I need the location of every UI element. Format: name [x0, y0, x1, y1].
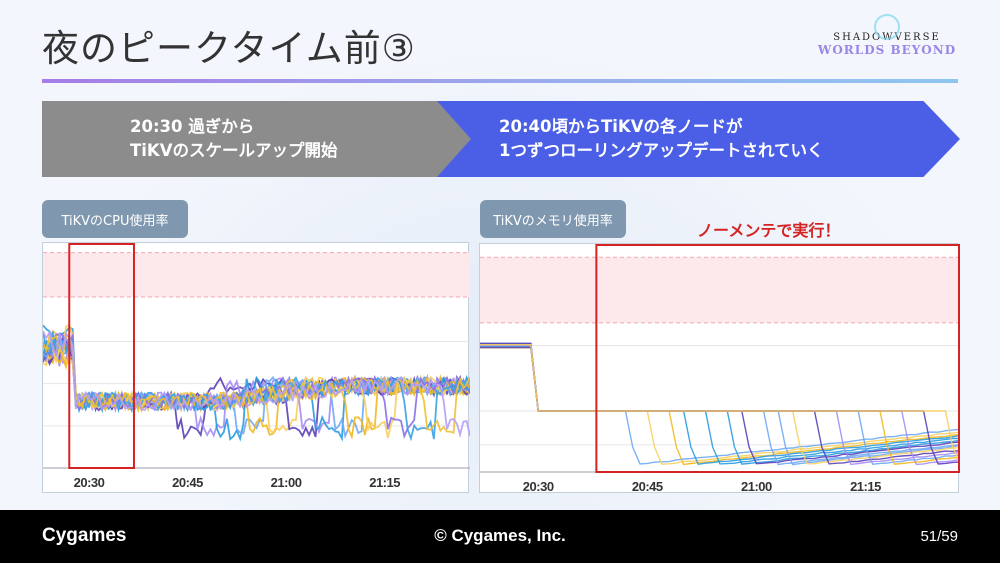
slide-title: 夜のピークタイム前③ — [42, 27, 416, 70]
memory-chart-label: TiKVのメモリ使用率 — [480, 200, 626, 238]
series-line-2 — [480, 346, 960, 465]
logo-emblem-icon — [874, 14, 900, 40]
x-tick-label: 21:00 — [741, 479, 772, 494]
x-tick-label: 20:45 — [632, 479, 663, 494]
threshold-band — [480, 257, 960, 323]
step-2-line2: 1つずつローリングアップデートされていく — [499, 141, 824, 160]
x-tick-label: 21:00 — [271, 475, 302, 490]
x-tick-label: 20:30 — [74, 475, 105, 490]
step-2-line1: 20:40頃からTiKVの各ノードが — [499, 117, 743, 136]
cpu-chart: 20:30 20:45 21:00 21:15 — [42, 242, 470, 493]
highlight-box — [68, 243, 135, 469]
x-tick-label: 21:15 — [850, 479, 881, 494]
step-arrow-2: 20:40頃からTiKVの各ノードが 1つずつローリングアップデートされていく — [437, 101, 960, 177]
x-tick-label: 20:45 — [172, 475, 203, 490]
step-1-line1: 20:30 過ぎから — [130, 117, 255, 136]
series-line-5 — [480, 345, 960, 465]
threshold-band — [43, 252, 470, 298]
step-1-line2: TiKVのスケールアップ開始 — [130, 141, 338, 160]
page-number: 51/59 — [920, 528, 958, 545]
footer: Cygames © Cygames, Inc. 51/59 — [0, 510, 1000, 563]
no-maintenance-annotation: ノーメンテで実行！ — [697, 221, 841, 240]
memory-chart: 20:30 20:45 21:00 21:15 — [479, 243, 960, 494]
series-line-9 — [480, 343, 960, 466]
cygames-logo: Cygames — [42, 525, 127, 546]
series-line-8 — [480, 344, 960, 466]
logo-line2: WORLDS BEYOND — [817, 43, 957, 57]
series-line-16 — [43, 329, 470, 438]
memory-chart-svg: 20:30 20:45 21:00 21:15 — [480, 244, 960, 494]
x-tick-label: 20:30 — [523, 479, 554, 494]
highlight-box — [595, 244, 960, 473]
title-underline — [42, 79, 958, 83]
step-arrow-1: 20:30 過ぎから TiKVのスケールアップ開始 — [42, 101, 478, 177]
copyright: © Cygames, Inc. — [434, 526, 566, 545]
cpu-chart-svg: 20:30 20:45 21:00 21:15 — [43, 243, 470, 490]
cpu-chart-label: TiKVのCPU使用率 — [42, 200, 188, 238]
series-line-13 — [43, 333, 470, 440]
shadowverse-logo: SHADOWVERSE WORLDS BEYOND — [812, 12, 962, 72]
series-line-17 — [480, 343, 960, 465]
x-tick-label: 21:15 — [369, 475, 400, 490]
